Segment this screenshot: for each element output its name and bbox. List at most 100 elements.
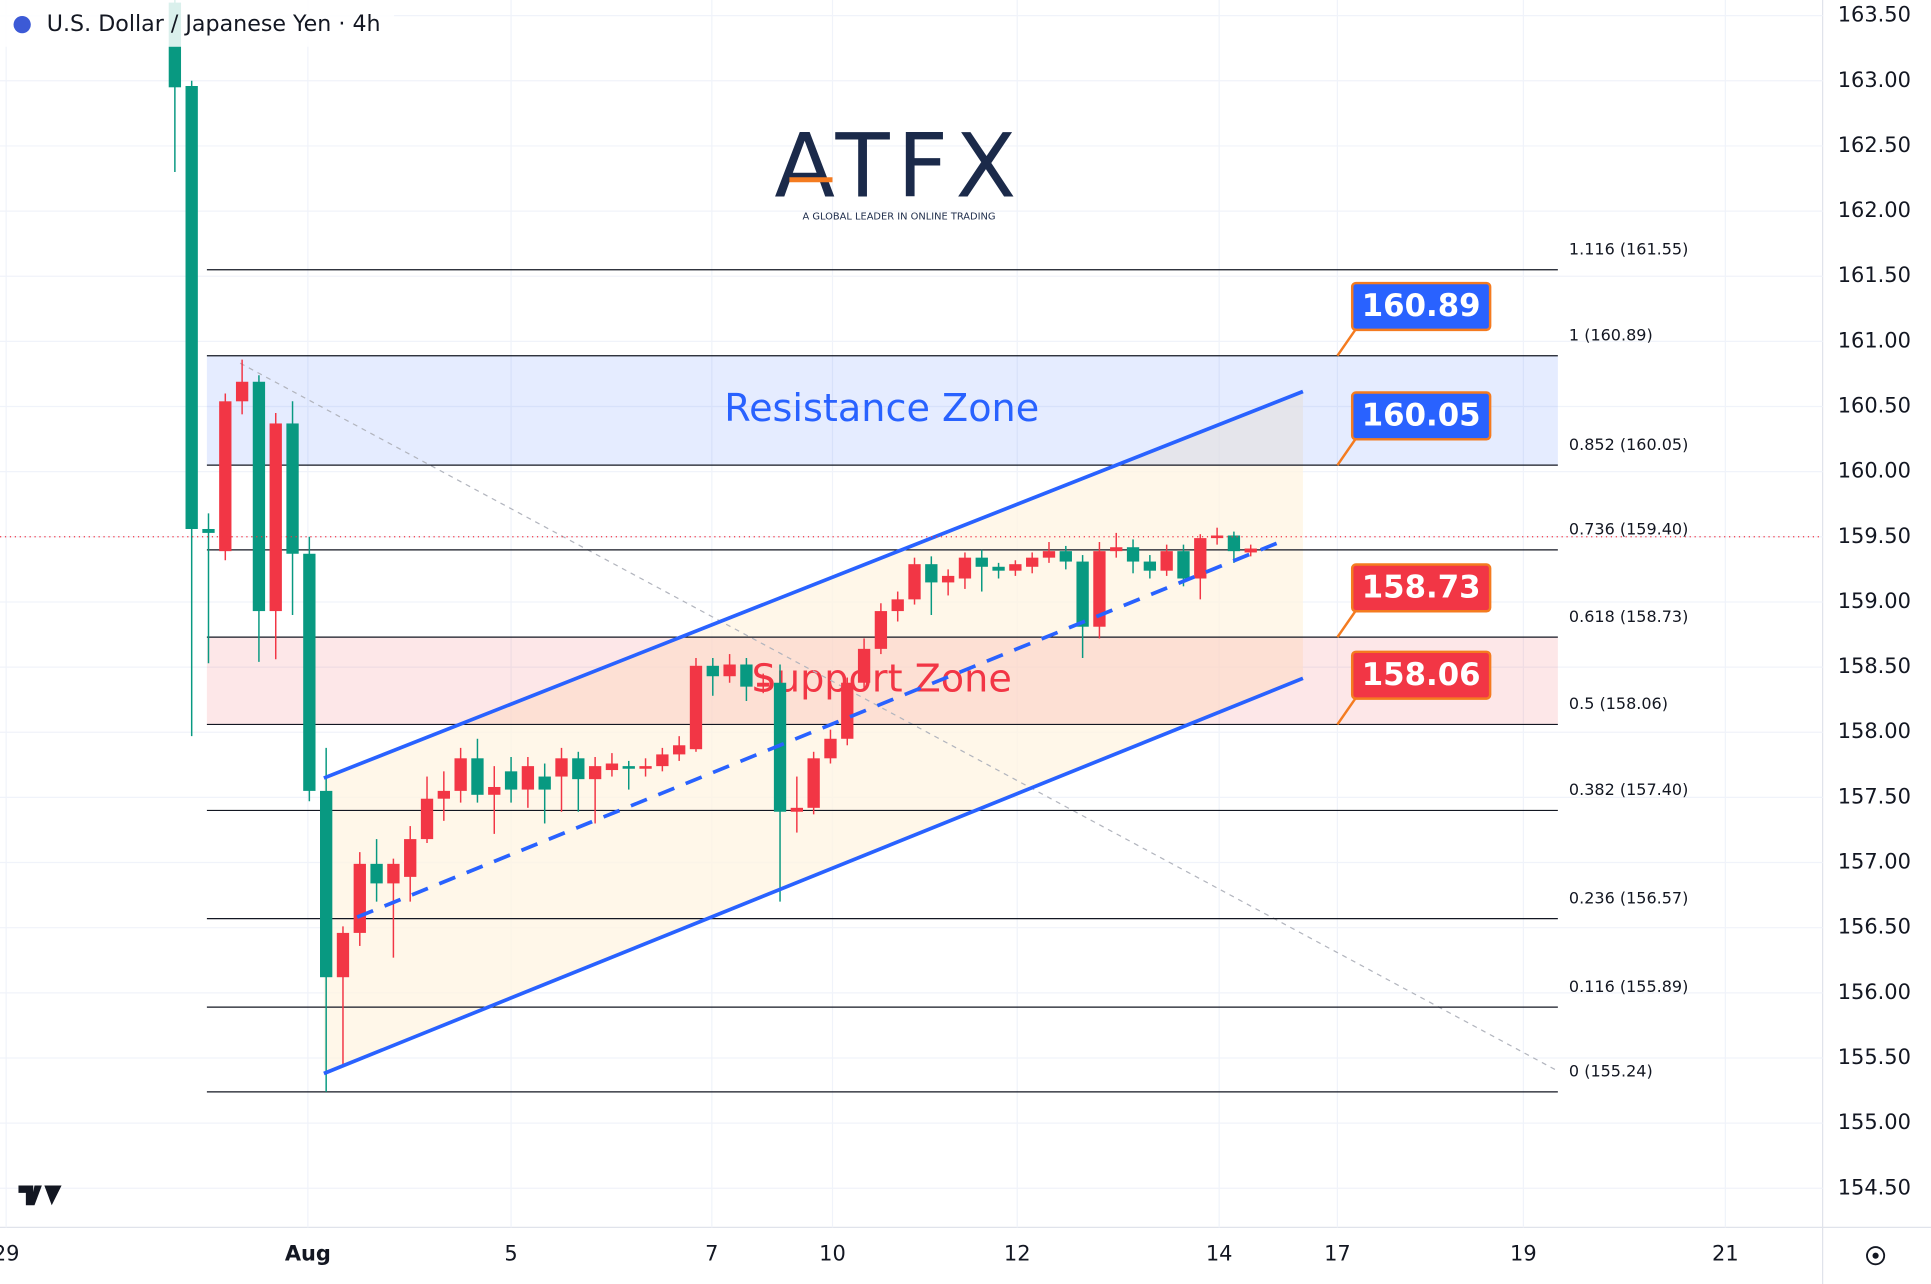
candle-body [504,771,518,790]
candle-body [286,423,299,554]
fib-label: 0.5 (158.06) [1569,694,1668,713]
fib-label: 0.236 (156.57) [1569,888,1688,907]
y-tick-label: 155.00 [1838,1110,1911,1134]
settings-icon[interactable] [1866,1246,1886,1266]
y-tick-label: 162.50 [1838,133,1911,157]
y-tick-label: 160.50 [1838,394,1911,418]
candle-body [1143,561,1157,571]
candle-body [1177,551,1190,579]
candle-body [622,766,635,769]
candle-body [857,648,871,683]
candle-body [1244,548,1257,553]
y-tick-label: 163.00 [1838,68,1911,92]
y-tick-label: 161.50 [1838,263,1911,287]
candle-body [336,932,350,978]
tv-logo [18,1185,62,1206]
candle-body [454,758,467,791]
candle-body [1194,538,1207,579]
candle-body [874,611,888,649]
x-tick-label: 10 [819,1241,846,1265]
candle-body [488,786,501,795]
y-tick-label: 157.00 [1838,850,1911,874]
callout-box [1350,281,1492,332]
candle-body [1227,535,1241,552]
candle-body [757,682,770,687]
candle-body [420,798,434,840]
zones: Resistance Zone Support Zone [206,355,1558,725]
y-tick-label: 159.00 [1838,589,1911,613]
fib-label: 0.736 (159.40) [1569,520,1688,539]
candle-body [824,738,837,759]
y-tick-label: 157.50 [1838,784,1911,808]
candle-body [891,599,904,612]
y-tick-label: 158.50 [1838,654,1911,678]
zone-label: Support Zone [752,656,1012,700]
candle-body [639,766,652,769]
x-tick-label: 12 [1004,1241,1031,1265]
x-tick-label: 29 [0,1241,19,1265]
candle-body [252,381,266,612]
candle-body [1026,557,1039,567]
candle-body [320,790,333,978]
candle-body [689,665,703,750]
candle-body [572,758,585,780]
candle-body [235,381,249,402]
time-axis: 29 Aug 5 7 10 12 14 17 19 21 [0,1241,1739,1265]
candle-body [992,566,1005,571]
fib-label: 0.852 (160.05) [1569,435,1688,454]
callout-box [1350,563,1492,613]
candle-body [521,766,535,790]
candle-body [605,763,619,771]
logo-text: ATFX [774,115,1023,218]
candle-body [555,758,568,777]
candle-body [740,664,753,687]
fib-label: 0.116 (155.89) [1569,977,1688,996]
y-tick-label: 156.00 [1838,980,1911,1004]
candle-body [1126,547,1140,562]
candles [168,0,1257,1092]
candle-body [975,557,988,567]
channel-mid [356,539,1282,919]
logo-tagline: A GLOBAL LEADER IN ONLINE TRADING [803,212,996,223]
candle-body [958,557,972,579]
x-tick-label: 19 [1510,1241,1537,1265]
candle-body [303,553,316,791]
candle-body [353,863,366,933]
fib-label: 0 (155.24) [1569,1062,1653,1081]
candle-body [1110,547,1123,552]
price-axis: 154.50 155.00 155.50 156.00 156.50 157.00 157.… [1838,3,1911,1200]
candle-body [706,665,719,677]
candle-body [1076,561,1089,627]
candle-body [1160,551,1173,571]
candle-body [387,863,400,884]
candle-body [673,745,686,755]
y-tick-label: 161.00 [1838,328,1911,352]
callout-label: 158.06 [1362,657,1481,693]
candle-body [185,85,198,529]
tv-logo-mark [18,1185,62,1206]
candle-body [790,807,804,812]
candle-body [1059,551,1072,562]
x-tick-label: 5 [504,1241,517,1265]
x-tick-label: 14 [1206,1241,1233,1265]
candle-body [925,564,938,583]
fib-label: 1.116 (161.55) [1569,240,1688,259]
callout-label: 160.05 [1362,398,1481,434]
fib-label: 0.382 (157.40) [1569,780,1688,799]
candle-body [723,664,736,677]
channel-upper [323,389,1304,780]
trend-dotted-line [239,362,1559,1072]
y-tick-label: 154.50 [1838,1175,1911,1199]
settings-icon-dot [1872,1252,1879,1259]
y-tick-label: 162.00 [1838,198,1911,222]
x-tick-label: 17 [1324,1241,1351,1265]
candle-body [269,423,282,612]
x-tick-label: 21 [1712,1241,1739,1265]
y-tick-label: 156.50 [1838,915,1911,939]
candle-body [807,758,820,808]
candle-body [202,528,215,533]
candle-body [773,682,787,812]
candle-body [908,564,921,600]
